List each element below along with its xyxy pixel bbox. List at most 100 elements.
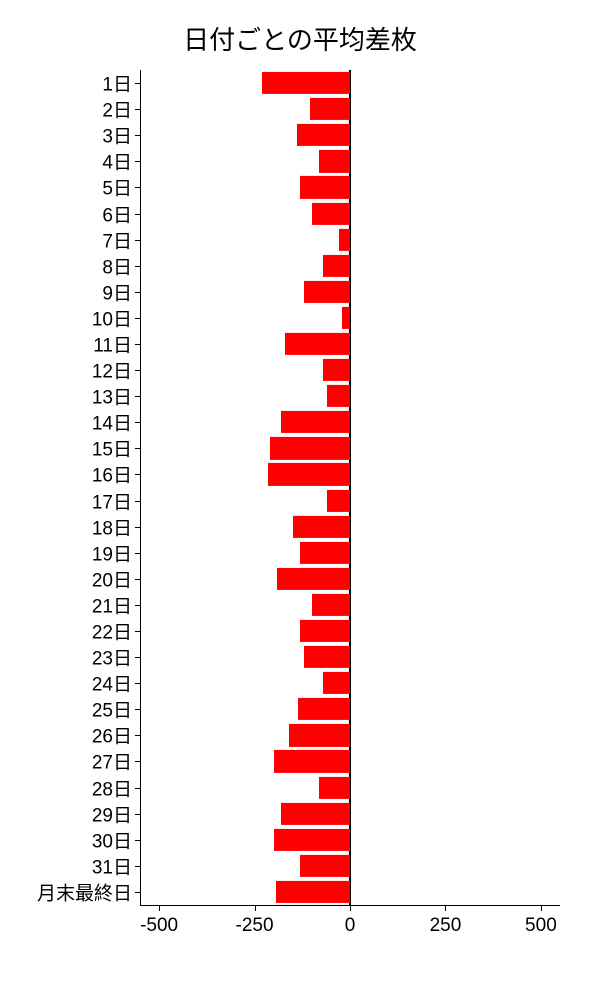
bar — [339, 229, 350, 251]
x-axis-label: -500 — [140, 915, 178, 937]
y-axis-label: 2日 — [102, 96, 132, 123]
y-tick — [135, 735, 140, 736]
x-tick — [159, 905, 160, 911]
bar — [300, 620, 350, 642]
bar — [327, 385, 350, 407]
y-axis-label: 4日 — [102, 148, 132, 175]
y-tick — [135, 292, 140, 293]
bar — [300, 542, 350, 564]
y-tick — [135, 579, 140, 580]
y-axis-label: 12日 — [92, 357, 132, 384]
y-axis-label: 18日 — [92, 513, 132, 540]
plot-area: 1日2日3日4日5日6日7日8日9日10日11日12日13日14日15日16日1… — [140, 70, 560, 905]
y-tick — [135, 527, 140, 528]
bar — [304, 281, 350, 303]
bar — [327, 489, 350, 511]
y-tick — [135, 814, 140, 815]
bar — [285, 333, 350, 355]
y-tick — [135, 553, 140, 554]
y-axis-label: 26日 — [92, 722, 132, 749]
y-axis-label: 13日 — [92, 383, 132, 410]
bar — [323, 255, 350, 277]
y-axis-label: 30日 — [92, 826, 132, 853]
y-axis-label: 5日 — [102, 174, 132, 201]
y-axis-label: 27日 — [92, 748, 132, 775]
bar — [289, 724, 350, 746]
y-tick — [135, 109, 140, 110]
y-axis-label: 月末最終日 — [37, 878, 132, 905]
x-tick — [445, 905, 446, 911]
y-axis-label: 20日 — [92, 565, 132, 592]
y-axis-label: 6日 — [102, 200, 132, 227]
bar — [342, 307, 350, 329]
chart-title: 日付ごとの平均差枚 — [0, 0, 600, 67]
y-axis-label: 22日 — [92, 618, 132, 645]
bar — [270, 437, 350, 459]
y-axis-label: 29日 — [92, 800, 132, 827]
bar — [323, 359, 350, 381]
y-axis-line — [140, 70, 141, 905]
y-tick — [135, 788, 140, 789]
bar — [300, 855, 350, 877]
bar — [293, 516, 350, 538]
y-axis-label: 25日 — [92, 696, 132, 723]
bar — [304, 646, 350, 668]
y-axis-label: 28日 — [92, 774, 132, 801]
x-tick — [255, 905, 256, 911]
y-tick — [135, 318, 140, 319]
bar — [268, 463, 350, 485]
y-axis-label: 15日 — [92, 435, 132, 462]
y-tick — [135, 214, 140, 215]
y-axis-label: 1日 — [102, 70, 132, 97]
y-axis-label: 14日 — [92, 409, 132, 436]
x-tick — [350, 905, 351, 911]
x-axis-label: 500 — [525, 915, 557, 937]
y-axis-label: 21日 — [92, 591, 132, 618]
bar — [297, 124, 350, 146]
y-tick — [135, 396, 140, 397]
bar — [300, 176, 350, 198]
y-axis-label: 23日 — [92, 644, 132, 671]
bar — [262, 72, 350, 94]
y-tick — [135, 501, 140, 502]
bar — [298, 698, 350, 720]
y-tick — [135, 422, 140, 423]
y-axis-label: 8日 — [102, 252, 132, 279]
y-tick — [135, 161, 140, 162]
y-axis-label: 16日 — [92, 461, 132, 488]
y-axis-label: 3日 — [102, 122, 132, 149]
y-axis-label: 31日 — [92, 852, 132, 879]
x-tick — [541, 905, 542, 911]
y-tick — [135, 448, 140, 449]
bar — [319, 150, 350, 172]
y-axis-label: 9日 — [102, 278, 132, 305]
y-tick — [135, 474, 140, 475]
y-axis-label: 7日 — [102, 226, 132, 253]
bar — [310, 98, 350, 120]
bar — [277, 568, 350, 590]
y-tick — [135, 83, 140, 84]
y-tick — [135, 840, 140, 841]
bar — [323, 672, 350, 694]
y-axis-label: 19日 — [92, 539, 132, 566]
y-tick — [135, 709, 140, 710]
y-tick — [135, 370, 140, 371]
chart-container: 日付ごとの平均差枚 1日2日3日4日5日6日7日8日9日10日11日12日13日… — [0, 0, 600, 1000]
y-tick — [135, 605, 140, 606]
y-axis-label: 11日 — [93, 330, 132, 357]
y-axis-label: 17日 — [92, 487, 132, 514]
bar — [312, 202, 350, 224]
x-axis-label: -250 — [236, 915, 274, 937]
y-tick — [135, 761, 140, 762]
y-tick — [135, 187, 140, 188]
x-axis-label: 0 — [345, 915, 356, 937]
bar — [281, 803, 350, 825]
y-axis-label: 10日 — [92, 304, 132, 331]
y-tick — [135, 657, 140, 658]
bar — [319, 776, 350, 798]
y-tick — [135, 344, 140, 345]
y-tick — [135, 135, 140, 136]
y-tick — [135, 240, 140, 241]
y-tick — [135, 866, 140, 867]
y-tick — [135, 266, 140, 267]
